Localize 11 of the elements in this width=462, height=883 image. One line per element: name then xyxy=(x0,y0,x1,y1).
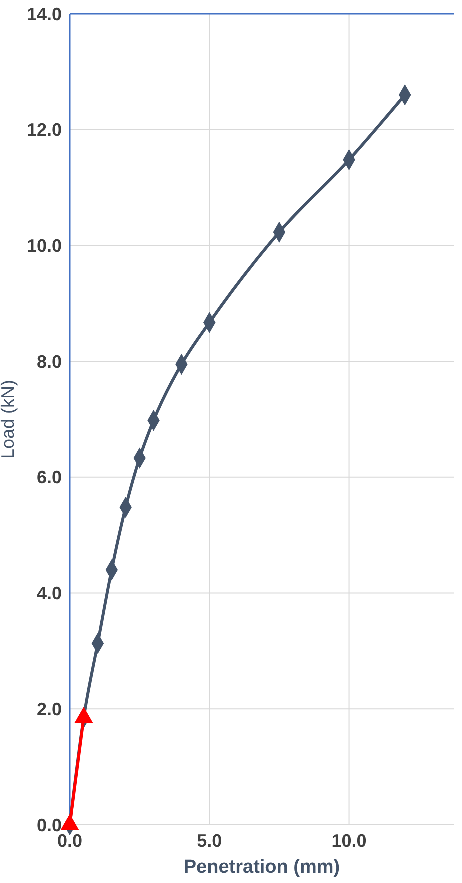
x-axis-title: Penetration (mm) xyxy=(184,857,340,878)
y-tick-label: 4.0 xyxy=(36,584,62,604)
x-tick-label: 5.0 xyxy=(197,831,222,851)
y-tick-label: 14.0 xyxy=(26,4,62,24)
y-tick-label: 12.0 xyxy=(26,120,62,140)
y-tick-label: 2.0 xyxy=(36,699,62,720)
y-tick-label: 6.0 xyxy=(36,468,62,488)
y-tick-label: 8.0 xyxy=(36,352,62,372)
x-tick-label: 10.0 xyxy=(332,831,367,851)
y-tick-label: 10.0 xyxy=(26,236,62,256)
y-axis-title: Load (kN) xyxy=(0,380,18,460)
